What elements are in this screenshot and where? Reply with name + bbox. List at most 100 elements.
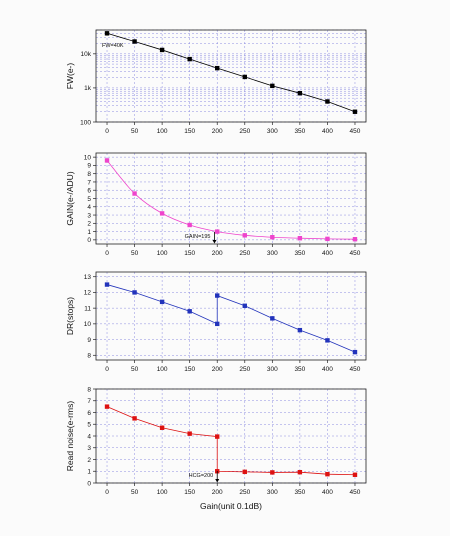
data-point xyxy=(297,236,303,241)
data-point xyxy=(159,425,165,430)
x-tick-label: 300 xyxy=(267,366,278,373)
x-tick-label: 0 xyxy=(105,250,109,257)
y-tick-label: 100 xyxy=(80,119,91,126)
annotation-arrowhead xyxy=(215,479,220,483)
data-point xyxy=(352,472,358,477)
x-tick-label: 100 xyxy=(157,250,168,257)
panel-dr: 0 50 100 150 200 250 300 350 400 450 8 9 10 11 12 13 DR(… xyxy=(65,271,367,373)
data-point xyxy=(132,416,137,421)
data-point xyxy=(215,229,220,234)
series-line xyxy=(106,160,355,240)
x-tick-label: 250 xyxy=(239,128,250,135)
data-point xyxy=(242,469,247,475)
y-tick-label: 2 xyxy=(87,457,91,464)
data-point xyxy=(215,293,220,298)
series-line xyxy=(106,284,356,353)
data-point xyxy=(242,233,247,238)
annotation-label: HCG=200 xyxy=(189,473,214,479)
data-point xyxy=(270,316,275,321)
data-point xyxy=(297,469,303,475)
x-axis-title: Gain(unit 0.1dB) xyxy=(200,501,262,511)
data-point xyxy=(187,222,192,228)
data-point xyxy=(352,109,358,114)
annotation-label: GAIN=195 xyxy=(185,234,211,240)
data-point xyxy=(270,235,275,240)
x-tick-label: 450 xyxy=(350,489,361,496)
data-point xyxy=(159,47,165,53)
y-tick-label: 9 xyxy=(87,163,91,170)
panel-gain: 0 50 100 150 200 250 300 350 400 450012345678910G… xyxy=(65,152,367,257)
data-point xyxy=(270,83,275,89)
x-tick-label: 250 xyxy=(239,250,250,257)
y-tick-label: 3 xyxy=(87,212,91,219)
data-point xyxy=(159,211,165,216)
data-point xyxy=(187,309,192,314)
x-tick-label: 250 xyxy=(239,489,250,496)
x-tick-label: 200 xyxy=(212,250,223,257)
y-tick-label: 0 xyxy=(87,480,91,487)
y-tick-label: 3 xyxy=(87,445,91,452)
grid xyxy=(96,29,366,123)
series-line xyxy=(106,32,356,113)
annotation-arrowhead xyxy=(212,240,217,244)
data-point xyxy=(132,191,137,196)
data-point xyxy=(297,327,303,333)
data-point xyxy=(215,65,220,71)
y-axis-title: DR(stops) xyxy=(65,297,75,335)
panel-noise: 0 50 100 150 200 250 300 350 400 450 0 1 2 3 4 5 6 7 8 Read… xyxy=(65,386,367,496)
y-tick-label: 4 xyxy=(87,204,91,211)
y-tick-label: 7 xyxy=(87,398,91,405)
y-tick-label: 11 xyxy=(84,305,91,312)
data-point xyxy=(132,39,137,44)
plot-frame xyxy=(95,271,367,361)
y-tick-label: 6 xyxy=(87,410,91,417)
data-point xyxy=(352,349,358,355)
plot-frame xyxy=(95,29,367,123)
data-point xyxy=(215,434,220,439)
y-tick-label: 1 xyxy=(87,229,91,236)
y-tick-label: 7 xyxy=(87,179,91,186)
data-point xyxy=(325,99,330,104)
y-tick-label: 13 xyxy=(84,274,92,281)
grid xyxy=(96,388,366,484)
y-tick-label: 8 xyxy=(87,171,91,178)
x-tick-label: 450 xyxy=(350,250,361,257)
data-point xyxy=(187,56,192,62)
data-point xyxy=(132,290,137,295)
x-tick-label: 250 xyxy=(239,366,250,373)
y-tick-label: 5 xyxy=(87,422,91,429)
data-point xyxy=(325,236,330,242)
y-tick-label: 8 xyxy=(87,386,91,393)
x-tick-label: 300 xyxy=(267,128,278,135)
y-tick-label: 1k xyxy=(84,85,92,92)
grid xyxy=(96,272,366,360)
x-tick-label: 150 xyxy=(184,128,195,135)
data-point xyxy=(352,237,358,242)
y-tick-label: 12 xyxy=(84,290,92,297)
data-point xyxy=(104,282,110,287)
x-tick-label: 50 xyxy=(131,250,139,257)
x-tick-label: 0 xyxy=(105,128,109,135)
data-point xyxy=(104,31,110,36)
x-tick-label: 100 xyxy=(157,366,168,373)
x-tick-label: 0 xyxy=(105,366,109,373)
data-point xyxy=(242,303,247,308)
x-tick-label: 50 xyxy=(131,489,139,496)
x-tick-label: 300 xyxy=(267,250,278,257)
x-tick-label: 400 xyxy=(322,489,333,496)
y-tick-label: 0 xyxy=(87,237,91,244)
x-tick-label: 350 xyxy=(294,128,305,135)
y-tick-label: 10 xyxy=(84,154,92,161)
annotation-label: FW=40K xyxy=(102,43,124,49)
y-tick-label: 9 xyxy=(87,337,91,344)
x-tick-label: 150 xyxy=(184,250,195,257)
x-tick-label: 400 xyxy=(322,128,333,135)
x-tick-label: 100 xyxy=(157,128,168,135)
x-tick-label: 400 xyxy=(322,366,333,373)
x-tick-label: 50 xyxy=(131,366,139,373)
x-tick-label: 450 xyxy=(350,366,361,373)
y-axis-title: GAIN(e-/ADU) xyxy=(65,171,75,225)
y-tick-label: 10 xyxy=(84,321,92,328)
data-point xyxy=(325,338,330,343)
